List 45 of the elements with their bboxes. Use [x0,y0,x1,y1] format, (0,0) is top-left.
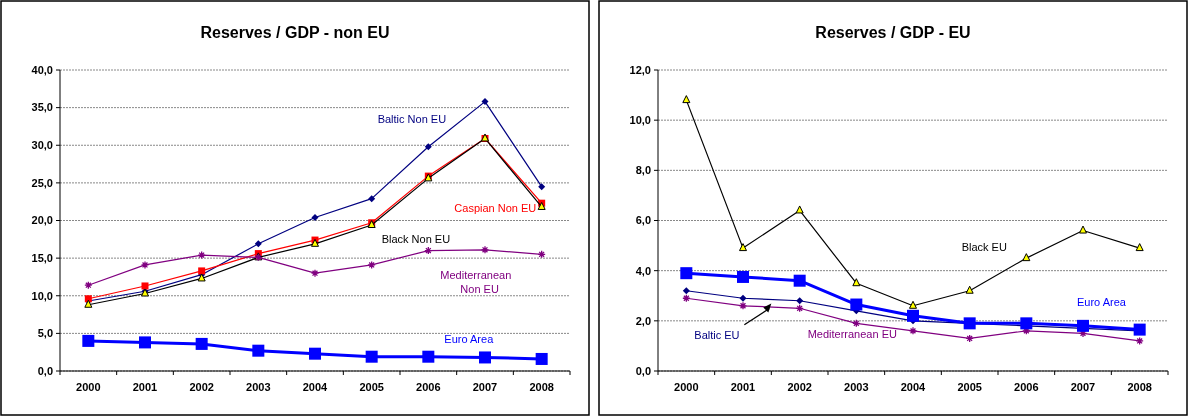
series-label: Baltic Non EU [377,112,447,125]
x-tick-label: 2000 [76,381,101,393]
x-tick-label: 2006 [1014,381,1039,393]
y-tick-label: 40,0 [31,63,53,76]
y-tick-label: 0,0 [635,364,651,377]
y-tick-label: 4,0 [635,264,651,277]
x-tick-label: 2008 [1127,381,1152,393]
x-tick-label: 2001 [132,381,158,393]
series-label: Black EU [961,240,1007,253]
y-tick-label: 8,0 [635,164,651,177]
y-tick-label: 30,0 [31,139,53,152]
x-tick-label: 2001 [730,381,756,393]
series-label: Black Non EU [381,233,451,246]
y-tick-label: 10,0 [31,289,53,302]
x-tick-label: 2002 [189,381,214,393]
series-label: Mediterranean EU [807,328,897,341]
x-tick-label: 2008 [529,381,554,393]
text: Baltic EU [694,328,740,341]
x-tick-label: 2007 [1070,381,1096,393]
x-tick-label: 2003 [844,381,869,393]
chart-title: Reserves / GDP - non EU [200,24,390,41]
y-tick-label: 35,0 [31,101,53,114]
x-tick-label: 2004 [302,381,329,393]
y-tick-label: 20,0 [31,214,53,227]
series-label: Euro Area [1077,295,1127,308]
x-tick-label: 2007 [472,381,498,393]
x-tick-label: 2000 [674,381,699,393]
x-tick-label: 2006 [416,381,441,393]
series-label: Euro Area [444,332,495,345]
x-tick-label: 2002 [787,381,812,393]
y-tick-label: 5,0 [37,327,53,340]
series-label: Mediterranean Non EU [440,268,512,295]
y-tick-label: 15,0 [31,251,53,264]
x-tick-label: 2005 [957,381,982,393]
y-tick-label: 10,0 [629,114,651,127]
y-tick-label: 2,0 [635,314,651,327]
y-tick-label: 0,0 [37,364,53,377]
x-tick-label: 2004 [900,381,927,393]
y-tick-label: 12,0 [629,63,651,76]
series-label: Caspian Non EU [454,202,537,215]
chart-title: Reserves / GDP - EU [815,24,971,41]
y-tick-label: 6,0 [635,214,651,227]
y-tick-label: 25,0 [31,176,53,189]
x-tick-label: 2005 [359,381,384,393]
x-tick-label: 2003 [246,381,271,393]
